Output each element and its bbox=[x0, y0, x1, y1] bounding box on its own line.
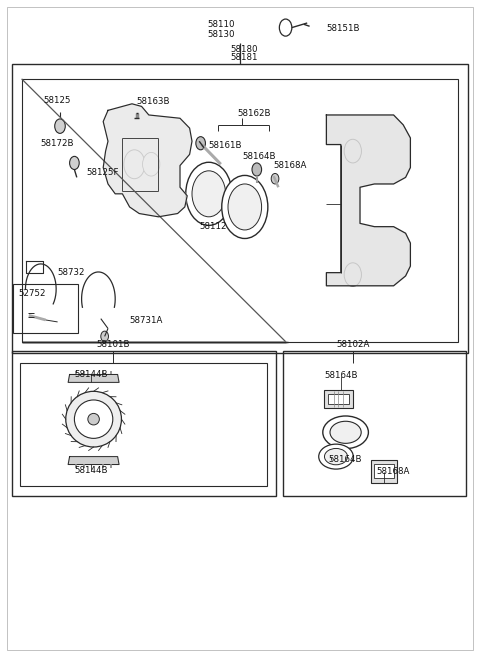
Text: 58731A: 58731A bbox=[130, 316, 163, 325]
Text: 58168A: 58168A bbox=[377, 467, 410, 476]
Text: 52752: 52752 bbox=[18, 289, 46, 298]
Text: 58163B: 58163B bbox=[137, 97, 170, 106]
Ellipse shape bbox=[324, 449, 348, 464]
Polygon shape bbox=[68, 457, 119, 464]
Text: 58168A: 58168A bbox=[274, 161, 307, 170]
Ellipse shape bbox=[323, 416, 369, 449]
Bar bbox=[328, 394, 349, 404]
Circle shape bbox=[279, 19, 292, 36]
Circle shape bbox=[252, 163, 262, 176]
Text: 58112: 58112 bbox=[199, 222, 227, 231]
Text: 58144B: 58144B bbox=[74, 370, 108, 379]
Circle shape bbox=[143, 152, 160, 176]
Text: 58161B: 58161B bbox=[209, 141, 242, 150]
Bar bbox=[374, 464, 394, 478]
Polygon shape bbox=[326, 115, 410, 286]
Text: 58180: 58180 bbox=[230, 45, 258, 54]
Text: 58181: 58181 bbox=[230, 53, 258, 62]
Text: 58732: 58732 bbox=[58, 268, 85, 277]
Circle shape bbox=[271, 173, 279, 184]
Text: 58164B: 58164B bbox=[242, 152, 276, 161]
Ellipse shape bbox=[330, 421, 361, 443]
Bar bbox=[283, 351, 466, 496]
Circle shape bbox=[344, 263, 361, 286]
Circle shape bbox=[186, 162, 232, 225]
Circle shape bbox=[55, 119, 65, 133]
Bar bbox=[12, 64, 468, 353]
Text: 58110: 58110 bbox=[208, 20, 235, 30]
Text: 58125F: 58125F bbox=[86, 168, 119, 177]
Text: 58164B: 58164B bbox=[329, 455, 362, 464]
Polygon shape bbox=[68, 374, 119, 382]
Bar bbox=[12, 351, 276, 496]
Text: 58102A: 58102A bbox=[336, 340, 370, 350]
Circle shape bbox=[344, 139, 361, 163]
Text: 58101B: 58101B bbox=[96, 340, 130, 350]
Circle shape bbox=[222, 175, 268, 238]
Circle shape bbox=[228, 184, 262, 230]
Text: 58130: 58130 bbox=[208, 30, 235, 39]
Circle shape bbox=[70, 156, 79, 170]
Ellipse shape bbox=[319, 444, 353, 469]
Text: 58144B: 58144B bbox=[74, 466, 108, 475]
Ellipse shape bbox=[88, 413, 99, 425]
Circle shape bbox=[196, 137, 205, 150]
Circle shape bbox=[101, 331, 108, 342]
Text: 58172B: 58172B bbox=[41, 139, 74, 148]
Bar bbox=[324, 390, 353, 408]
Bar bbox=[371, 460, 397, 483]
Ellipse shape bbox=[74, 400, 113, 438]
Polygon shape bbox=[103, 104, 192, 217]
Bar bbox=[13, 284, 78, 333]
Text: 58151B: 58151B bbox=[326, 24, 360, 34]
Ellipse shape bbox=[66, 392, 121, 447]
Text: 58164B: 58164B bbox=[324, 371, 358, 380]
Bar bbox=[22, 79, 458, 342]
Bar bbox=[20, 363, 267, 486]
Text: 58125: 58125 bbox=[43, 96, 71, 105]
Circle shape bbox=[192, 171, 226, 217]
Circle shape bbox=[124, 150, 145, 179]
Text: 58162B: 58162B bbox=[238, 108, 271, 118]
